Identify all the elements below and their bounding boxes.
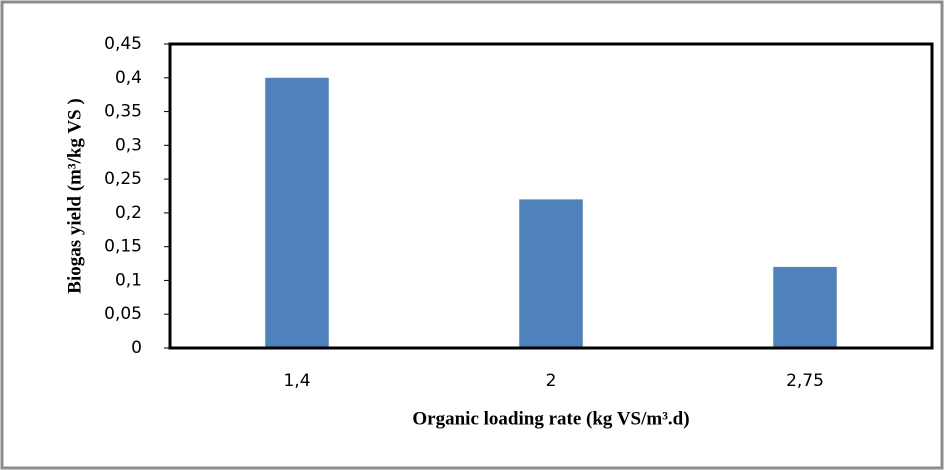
bar (519, 199, 583, 348)
x-axis-title: Organic loading rate (kg VS/m³.d) (412, 408, 689, 429)
x-tick-label: 2,75 (786, 371, 824, 391)
x-tick-label: 2 (546, 371, 557, 391)
bar (265, 77, 329, 349)
y-axis-title: Biogas yield (m³/kg VS ) (64, 98, 85, 293)
y-tick-label: 0,15 (104, 237, 142, 257)
y-tick-label: 0,2 (115, 203, 142, 223)
y-tick-label: 0,45 (104, 34, 142, 54)
y-tick-label: 0,05 (104, 304, 142, 324)
y-tick-label: 0,25 (104, 169, 142, 189)
y-tick-label: 0,4 (115, 68, 142, 88)
bar (773, 266, 837, 348)
y-tick-label: 0,3 (115, 135, 142, 155)
x-tick-label: 1,4 (283, 371, 310, 391)
plot-frame (168, 42, 934, 350)
y-tick-label: 0,1 (115, 270, 142, 290)
y-tick-label: 0,35 (104, 102, 142, 122)
y-tick-label: 0 (131, 338, 142, 358)
